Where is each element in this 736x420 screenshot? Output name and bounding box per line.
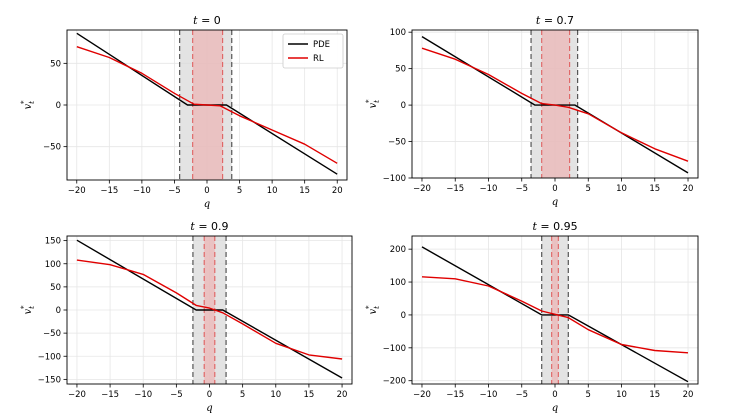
x-tick-label: 10 — [270, 390, 281, 400]
x-tick-label: 5 — [586, 390, 591, 400]
y-axis-label: vt* — [20, 100, 36, 109]
y-tick-label: −200 — [383, 377, 406, 387]
legend-label-pde: PDE — [313, 40, 330, 50]
x-tick-label: 20 — [683, 184, 694, 194]
x-tick-label: −10 — [480, 390, 498, 400]
legend-box — [282, 33, 344, 69]
x-axis-label: q — [552, 403, 558, 414]
y-tick-label: −100 — [38, 352, 61, 362]
subplot-title: t = 0.9 — [190, 220, 228, 233]
y-tick-label: 0 — [56, 306, 61, 316]
x-tick-label: −15 — [100, 186, 118, 196]
series-line-rl — [421, 47, 689, 162]
subplot-title: t = 0 — [193, 14, 221, 27]
x-axis-label: q — [552, 197, 558, 208]
series-line-pde — [76, 239, 343, 379]
series-line-rl — [76, 46, 338, 164]
y-tick-label: −50 — [43, 329, 61, 339]
x-tick-label: 10 — [267, 186, 278, 196]
x-tick-label: 5 — [586, 184, 591, 194]
y-tick-label: 0 — [401, 101, 406, 111]
y-tick-label: −50 — [388, 138, 406, 148]
y-tick-label: −50 — [43, 143, 61, 153]
series-line-rl — [421, 276, 689, 354]
y-tick-label: 200 — [390, 245, 406, 255]
legend-label-rl: RL — [313, 54, 324, 64]
y-axis-label: vt* — [20, 305, 36, 314]
x-tick-label: −20 — [68, 186, 86, 196]
y-tick-label: 100 — [390, 278, 406, 288]
y-tick-label: −100 — [383, 344, 406, 354]
y-axis-label: vt* — [365, 99, 381, 108]
subplot-title: t = 0.7 — [536, 14, 574, 27]
subplot-title: t = 0.95 — [532, 220, 577, 233]
x-tick-label: −20 — [68, 390, 86, 400]
legend: PDE RL — [282, 33, 344, 69]
x-axis-label: q — [204, 199, 210, 210]
x-axis-label: q — [206, 403, 212, 414]
x-tick-label: −15 — [446, 390, 464, 400]
y-tick-label: 50 — [50, 59, 61, 69]
y-tick-label: 150 — [45, 237, 61, 247]
x-tick-label: −5 — [515, 390, 528, 400]
x-tick-label: 0 — [204, 186, 209, 196]
x-tick-label: −5 — [515, 184, 528, 194]
rl-no-trade-band — [551, 236, 559, 384]
subplot-4: −20 −15 −10 −5 0 5 10 15 20 −200 −100 0 100 200 t = 0.… — [365, 220, 699, 414]
y-tick-label: −150 — [38, 375, 61, 385]
x-tick-label: 20 — [332, 186, 343, 196]
y-axis-label: vt* — [365, 305, 381, 314]
y-tick-label: 50 — [50, 283, 61, 293]
subplot-3: −20 −15 −10 −5 0 5 10 15 20−150−100−50050100150t… — [20, 220, 353, 414]
y-tick-label: 0 — [56, 101, 61, 111]
x-tick-label: 0 — [552, 184, 557, 194]
x-tick-label: −5 — [170, 390, 183, 400]
x-tick-label: 5 — [240, 390, 245, 400]
x-tick-label: 10 — [616, 184, 627, 194]
y-tick-label: 100 — [45, 260, 61, 270]
x-tick-label: 0 — [207, 390, 212, 400]
x-tick-label: 15 — [649, 184, 660, 194]
x-tick-label: −20 — [413, 390, 431, 400]
y-tick-label: 0 — [401, 311, 406, 321]
y-tick-label: −100 — [383, 174, 406, 184]
x-tick-label: −10 — [134, 390, 152, 400]
x-tick-label: −10 — [480, 184, 498, 194]
x-tick-label: 15 — [649, 390, 660, 400]
x-tick-label: 15 — [304, 390, 315, 400]
x-tick-label: −15 — [101, 390, 119, 400]
x-tick-label: 5 — [237, 186, 242, 196]
x-tick-label: 0 — [552, 390, 557, 400]
x-tick-label: −5 — [168, 186, 181, 196]
x-tick-label: −10 — [133, 186, 151, 196]
x-tick-label: −20 — [413, 184, 431, 194]
x-tick-label: 10 — [616, 390, 627, 400]
x-tick-label: −15 — [446, 184, 464, 194]
x-tick-label: 20 — [337, 390, 348, 400]
y-tick-label: 50 — [395, 65, 406, 75]
x-tick-label: 20 — [683, 390, 694, 400]
series-line-rl — [76, 259, 343, 360]
x-tick-label: 15 — [299, 186, 310, 196]
y-tick-label: 100 — [390, 28, 406, 38]
